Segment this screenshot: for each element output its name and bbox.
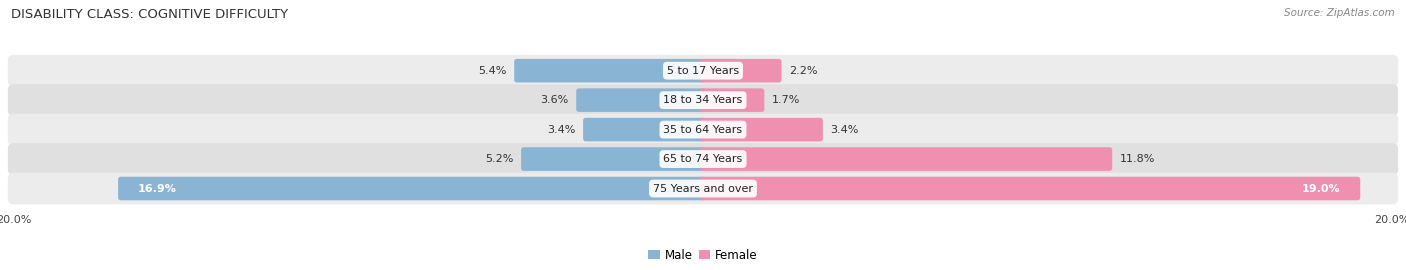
FancyBboxPatch shape (118, 177, 706, 200)
FancyBboxPatch shape (700, 88, 765, 112)
FancyBboxPatch shape (8, 114, 1398, 146)
FancyBboxPatch shape (8, 84, 1398, 116)
FancyBboxPatch shape (700, 147, 1112, 171)
FancyBboxPatch shape (583, 118, 706, 141)
Text: 2.2%: 2.2% (789, 66, 818, 76)
Text: 3.6%: 3.6% (540, 95, 568, 105)
FancyBboxPatch shape (8, 173, 1398, 204)
Text: 65 to 74 Years: 65 to 74 Years (664, 154, 742, 164)
FancyBboxPatch shape (700, 177, 1360, 200)
Text: 75 Years and over: 75 Years and over (652, 184, 754, 194)
Text: 16.9%: 16.9% (138, 184, 177, 194)
Text: 19.0%: 19.0% (1302, 184, 1340, 194)
Legend: Male, Female: Male, Female (644, 244, 762, 266)
Text: 18 to 34 Years: 18 to 34 Years (664, 95, 742, 105)
FancyBboxPatch shape (700, 118, 823, 141)
FancyBboxPatch shape (522, 147, 706, 171)
Text: 1.7%: 1.7% (772, 95, 800, 105)
Text: 5.2%: 5.2% (485, 154, 513, 164)
FancyBboxPatch shape (515, 59, 706, 82)
Text: 35 to 64 Years: 35 to 64 Years (664, 124, 742, 135)
Text: DISABILITY CLASS: COGNITIVE DIFFICULTY: DISABILITY CLASS: COGNITIVE DIFFICULTY (11, 8, 288, 21)
FancyBboxPatch shape (8, 143, 1398, 175)
Text: 5 to 17 Years: 5 to 17 Years (666, 66, 740, 76)
FancyBboxPatch shape (700, 59, 782, 82)
Text: 3.4%: 3.4% (547, 124, 575, 135)
FancyBboxPatch shape (8, 55, 1398, 87)
Text: 5.4%: 5.4% (478, 66, 506, 76)
Text: 3.4%: 3.4% (831, 124, 859, 135)
Text: Source: ZipAtlas.com: Source: ZipAtlas.com (1284, 8, 1395, 18)
FancyBboxPatch shape (576, 88, 706, 112)
Text: 11.8%: 11.8% (1119, 154, 1156, 164)
